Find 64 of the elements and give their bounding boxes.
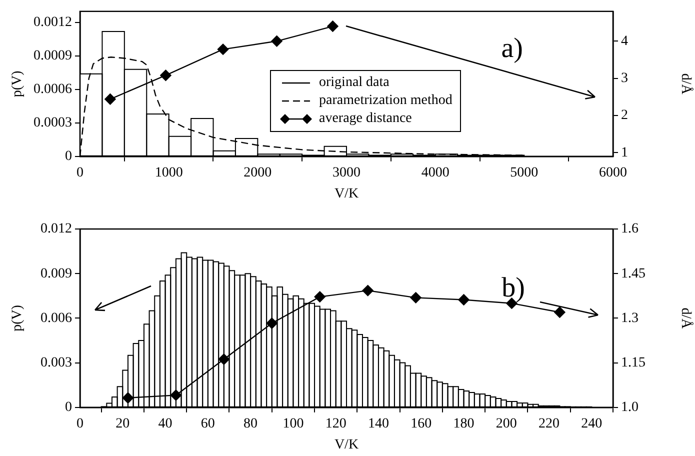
y2-tick-label: 1.15 <box>621 355 646 370</box>
x-tick-label: 0 <box>76 165 84 180</box>
legend-label: parametrization method <box>319 93 452 108</box>
x-tick-label: 220 <box>538 416 560 432</box>
y2-tick-label: 3 <box>621 70 628 86</box>
x-tick-label: 2000 <box>244 165 272 180</box>
x-tick-label: 6000 <box>599 165 627 180</box>
point <box>122 392 134 404</box>
x-tick-label: 4000 <box>421 165 450 180</box>
x-tick-label: 240 <box>581 416 602 432</box>
x-tick-label: 40 <box>158 416 172 432</box>
x-tick-label: 5000 <box>510 165 538 180</box>
point <box>170 390 182 401</box>
x-tick-label: 20 <box>116 416 130 432</box>
y-tick-label: 0 <box>65 400 72 416</box>
point <box>104 94 116 105</box>
point <box>217 44 229 55</box>
y-tick-label: 0.0006 <box>34 82 72 98</box>
point <box>314 291 326 302</box>
legend-label: original data <box>319 75 390 90</box>
y2-axis-title: d/Å <box>678 308 694 330</box>
y2-axis-title: d/Å <box>678 73 694 96</box>
x-tick-label: 160 <box>410 416 432 432</box>
point <box>410 292 422 304</box>
x-tick-label: 140 <box>368 416 389 432</box>
x-tick-label: 1000 <box>154 165 183 180</box>
x-tick-label: 180 <box>453 416 474 432</box>
y-axis-title: p(V) <box>10 304 26 332</box>
x-tick-label: 100 <box>282 416 304 432</box>
x-tick-label: 120 <box>325 416 346 432</box>
y-tick-label: 0.012 <box>40 222 72 237</box>
y-tick-label: 0.009 <box>40 266 72 282</box>
y2-tick-label: 2 <box>621 108 628 124</box>
y-tick-label: 0 <box>65 149 72 164</box>
y2-tick-label: 1.0 <box>621 400 638 416</box>
x-tick-label: 80 <box>244 416 258 432</box>
y-tick-label: 0.0003 <box>34 116 72 131</box>
point <box>362 284 374 296</box>
y2-tick-label: 1.6 <box>621 222 638 237</box>
x-axis-title: V/K <box>334 437 359 452</box>
y-tick-label: 0.003 <box>40 355 72 370</box>
x-axis-title: V/K <box>334 186 359 202</box>
x-tick-label: 200 <box>496 416 517 432</box>
annotation: a) <box>501 32 523 64</box>
x-tick-label: 60 <box>200 416 215 432</box>
y2-tick-label: 1 <box>621 145 628 160</box>
point <box>218 354 230 365</box>
point <box>266 318 278 329</box>
point <box>327 20 338 32</box>
y2-tick-label: 1.3 <box>621 310 638 326</box>
y2-tick-label: 1.45 <box>621 266 646 282</box>
legend-label: average distance <box>319 111 412 126</box>
point <box>271 36 282 47</box>
point <box>458 294 470 306</box>
y-tick-label: 0.006 <box>40 310 72 326</box>
y-tick-label: 0.0009 <box>34 48 72 64</box>
x-tick-label: 0 <box>76 416 84 432</box>
point <box>554 306 566 318</box>
y-axis-title: p(V) <box>10 70 26 98</box>
y-tick-label: 0.0012 <box>34 15 72 30</box>
point <box>160 70 172 81</box>
x-tick-label: 3000 <box>332 165 360 180</box>
annotation: b) <box>502 272 525 304</box>
y2-tick-label: 4 <box>621 34 628 49</box>
